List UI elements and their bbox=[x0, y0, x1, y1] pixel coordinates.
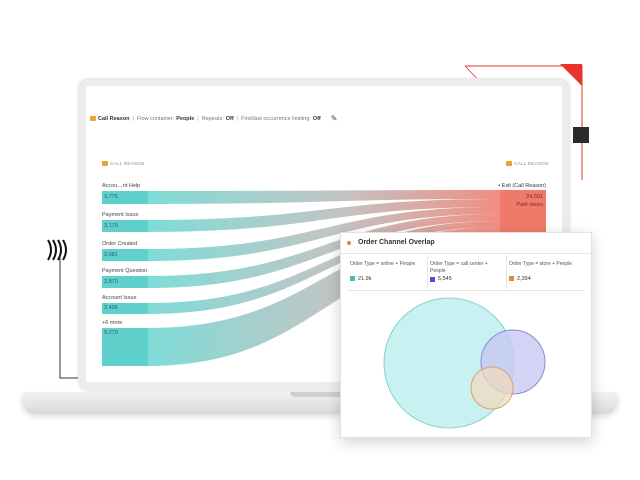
flow-node-bar[interactable]: 2,406 bbox=[102, 303, 148, 314]
flow-node-label: Payment Issue bbox=[102, 212, 139, 218]
flow-settings-bar[interactable]: Call Reason | Flow container: People | R… bbox=[90, 114, 337, 123]
edit-pencil-icon[interactable]: ✎ bbox=[330, 114, 338, 123]
flow-node-label: +6 more bbox=[102, 320, 123, 326]
dimension-icon bbox=[506, 161, 512, 166]
black-square-accent bbox=[573, 127, 589, 143]
segment-value: 5,545 bbox=[438, 276, 452, 282]
flow-ribbon[interactable] bbox=[148, 221, 500, 314]
segment-name: Order Type = online + People bbox=[350, 261, 416, 267]
segment-legend-item[interactable]: Order Type = store + People 2,394 bbox=[509, 261, 587, 282]
segment-legend-item[interactable]: Order Type = online + People 21.9k bbox=[350, 261, 425, 282]
segment-value: 21.9k bbox=[358, 275, 372, 282]
divider bbox=[341, 253, 591, 254]
dimension-icon bbox=[90, 116, 96, 121]
divider bbox=[506, 255, 507, 289]
exit-node-sublabel: Path views bbox=[516, 202, 543, 208]
flow-container-label: Flow container: bbox=[136, 115, 175, 122]
flow-ribbon[interactable] bbox=[148, 214, 500, 288]
flow-ribbon[interactable] bbox=[148, 199, 500, 232]
flow-node-label: Account Issue bbox=[102, 295, 137, 301]
segment-name: Order Type = store + People bbox=[509, 261, 573, 267]
first-last-value: Off bbox=[312, 115, 321, 122]
left-dimension-label: CALL REASON bbox=[102, 161, 145, 166]
card-title: Order Channel Overlap bbox=[358, 239, 435, 246]
segment-swatch bbox=[509, 276, 514, 281]
dimension-name: Call Reason bbox=[98, 115, 130, 122]
flow-node-bar[interactable]: 2,870 bbox=[102, 276, 148, 288]
right-dimension-label: CALL REASON bbox=[506, 161, 549, 166]
venn-diagram bbox=[383, 297, 546, 429]
flow-node-bar[interactable]: 3,775 bbox=[102, 191, 148, 204]
flow-node-label: Order Created bbox=[102, 241, 138, 247]
flow-node-bar[interactable]: 9,279 bbox=[102, 328, 148, 366]
repeats-label: Repeats: bbox=[201, 115, 224, 122]
exit-node-label: • Exit (Call Reason) bbox=[498, 183, 546, 189]
segment-value: 2,394 bbox=[517, 275, 531, 282]
flow-node-label: Payment Question bbox=[102, 268, 148, 274]
flow-node-label: Accou…nt Help bbox=[102, 183, 141, 189]
repeats-value: Off bbox=[225, 115, 234, 122]
flow-ribbon[interactable] bbox=[148, 190, 500, 204]
divider bbox=[427, 255, 428, 289]
laptop-notch bbox=[290, 392, 354, 397]
flow-node-bar[interactable]: 3,179 bbox=[102, 220, 148, 232]
exit-node-count: 24,591 bbox=[526, 194, 543, 200]
flow-container-value: People bbox=[176, 115, 195, 122]
divider bbox=[347, 290, 585, 291]
flow-ribbon[interactable] bbox=[148, 207, 500, 261]
venn-circle-store[interactable] bbox=[470, 366, 514, 410]
first-last-label: First/last occurrence limiting: bbox=[241, 115, 311, 122]
overlap-card[interactable]: Order Channel Overlap Order Type = onlin… bbox=[340, 232, 592, 438]
segment-swatch bbox=[350, 276, 355, 281]
segment-swatch bbox=[430, 276, 435, 282]
signal-waves-icon bbox=[47, 239, 67, 261]
dimension-icon bbox=[102, 161, 108, 166]
card-status-dot bbox=[347, 241, 351, 245]
segment-name: Order Type = call center + People bbox=[430, 261, 488, 274]
flow-node-bar[interactable]: 3,081 bbox=[102, 249, 148, 261]
segment-legend-item[interactable]: Order Type = call center + People 5,545 bbox=[430, 261, 504, 282]
